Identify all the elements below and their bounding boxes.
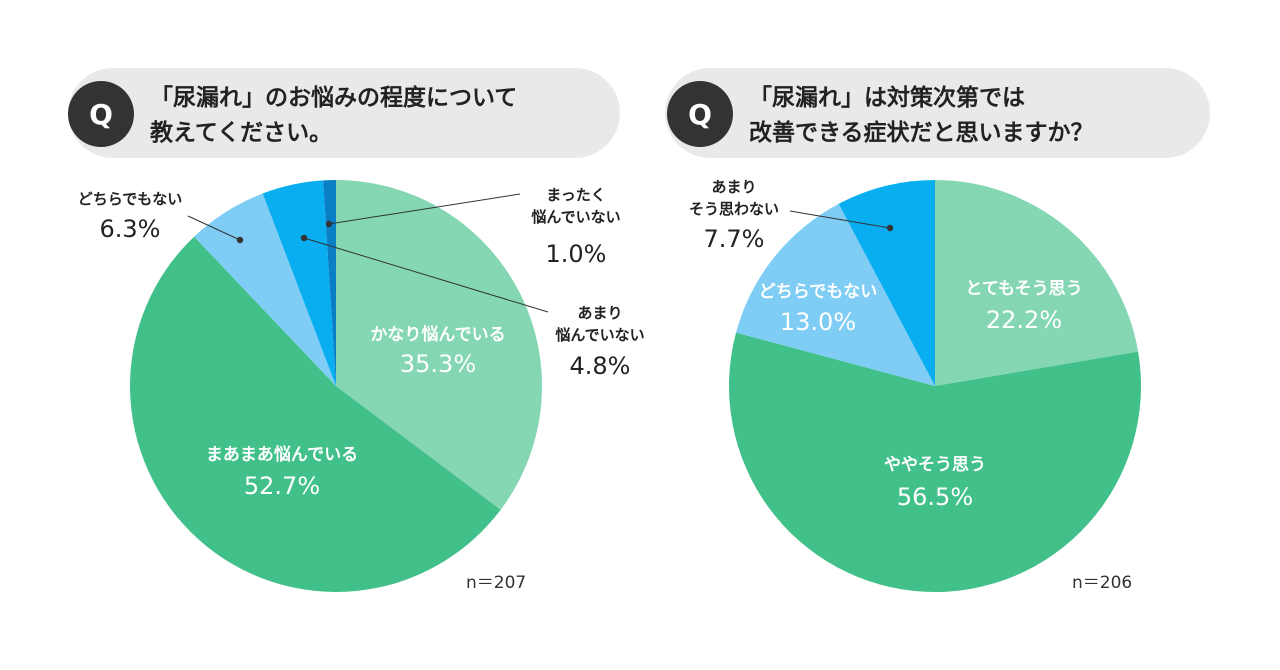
pie-slices <box>130 180 543 592</box>
leader-line <box>303 237 549 313</box>
slice-label-2: まあまあ悩んでいる 52.7% <box>206 444 358 500</box>
pie-slice-3 <box>194 193 336 386</box>
slice-category-label: あまり <box>711 178 756 196</box>
sample-size-label: n＝207 <box>466 573 526 593</box>
pie-slice-2 <box>130 236 501 592</box>
slice-category-label: あまり <box>577 304 622 322</box>
pie-slice-5 <box>323 180 336 386</box>
slice-category-label: 悩んでいない <box>530 208 620 226</box>
question-title-line-2: 改善できる症状だと思いますか？ <box>749 119 1094 146</box>
slice-label-1: とてもそう思う 22.2% <box>965 279 1082 334</box>
slice-value-label: 52.7% <box>244 472 320 500</box>
question-title-line-2: 教えてください。 <box>150 119 332 146</box>
leader-line <box>328 193 521 225</box>
leader-line <box>789 210 891 229</box>
slice-value-label: 1.0% <box>546 240 607 268</box>
slice-value-label: 7.7% <box>704 225 765 253</box>
pie-slice-2 <box>729 332 1142 592</box>
slice-label-1: かなり悩んでいる 35.3% <box>370 324 505 378</box>
slice-category-label: どちらでもない <box>78 190 183 208</box>
slice-value-label: 4.8% <box>570 352 631 380</box>
question-mark: Q <box>688 98 712 131</box>
question-pill <box>68 68 620 158</box>
slice-label-3: どちらでもない 6.3% <box>78 190 244 244</box>
pie-slice-3 <box>736 203 935 386</box>
question-pill <box>665 68 1210 158</box>
leader-dot <box>236 236 244 244</box>
slice-label-2: ややそう思う 56.5% <box>884 455 986 511</box>
question-title-line-1: 「尿漏れ」のお悩みの程度について <box>150 84 517 111</box>
slice-category-label: 悩んでいない <box>554 326 644 344</box>
sample-size-label: n＝206 <box>1072 573 1132 593</box>
pie-slice-1 <box>935 180 1139 386</box>
slice-value-label: 13.0% <box>780 308 856 336</box>
slice-value-label: 6.3% <box>100 215 161 243</box>
pie-slice-4 <box>262 180 336 386</box>
pie-slice-4 <box>838 180 935 386</box>
slice-category-label: そう思わない <box>689 200 779 218</box>
pie-slice-1 <box>336 180 543 510</box>
question-mark: Q <box>89 98 113 131</box>
leader-line <box>187 215 241 241</box>
leader-dot <box>300 234 308 242</box>
slice-category-label: とてもそう思う <box>965 279 1082 299</box>
question-title-line-1: 「尿漏れ」は対策次第では <box>749 84 1025 111</box>
question-mark-circle <box>667 81 733 147</box>
slice-label-3: どちらでもない 13.0% <box>759 282 878 336</box>
slice-category-label: ややそう思う <box>884 455 986 475</box>
leader-dot <box>325 220 333 228</box>
leader-dot <box>886 224 894 232</box>
pie-slices <box>729 180 1142 592</box>
slice-value-label: 56.5% <box>897 483 973 511</box>
slice-category-label: どちらでもない <box>759 282 878 302</box>
slice-category-label: まあまあ悩んでいる <box>206 444 358 465</box>
slice-value-label: 35.3% <box>400 350 476 378</box>
question-mark-circle <box>68 81 134 147</box>
slice-category-label: かなり悩んでいる <box>370 324 505 345</box>
slice-category-label: まったく <box>546 186 605 204</box>
slice-value-label: 22.2% <box>986 306 1062 334</box>
